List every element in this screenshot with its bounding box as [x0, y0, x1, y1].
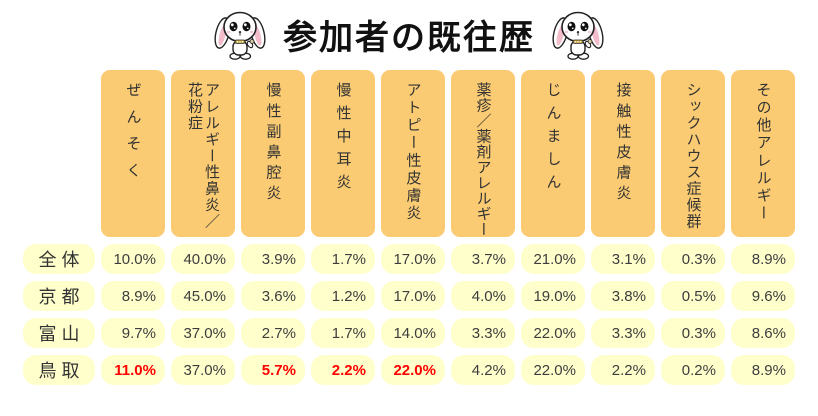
value-cell: 10.0% — [101, 244, 165, 274]
value-cell: 0.2% — [661, 355, 725, 385]
value-cell: 37.0% — [171, 318, 235, 348]
value-cell: 3.6% — [241, 281, 305, 311]
value-cell: 17.0% — [381, 244, 445, 274]
value-cell: 3.3% — [451, 318, 515, 348]
value-cell: 45.0% — [171, 281, 235, 311]
value-cell: 8.9% — [731, 355, 795, 385]
column-header: シックハウス症候群 — [661, 70, 725, 237]
value-cell: 9.6% — [731, 281, 795, 311]
column-header-label: シックハウス症候群 — [684, 82, 702, 230]
value-cell: 0.3% — [661, 318, 725, 348]
value-cell: 2.7% — [241, 318, 305, 348]
column-header: その他アレルギー — [731, 70, 795, 237]
value-cell: 8.6% — [731, 318, 795, 348]
value-cell: 2.2% — [311, 355, 375, 385]
value-cell: 21.0% — [521, 244, 585, 274]
history-table: ぜんそく アレルギー性鼻炎／ 花粉症 慢性副鼻腔炎 慢性中耳炎 アトピー性皮膚炎… — [23, 70, 795, 385]
column-header-label: じんましん — [544, 82, 562, 197]
title-bar: 参加者の既往歴 — [0, 6, 818, 62]
value-cell: 0.3% — [661, 244, 725, 274]
value-cell: 3.7% — [451, 244, 515, 274]
table-corner-spacer — [23, 70, 95, 237]
value-cell: 0.5% — [661, 281, 725, 311]
value-cell: 40.0% — [171, 244, 235, 274]
value-cell: 22.0% — [521, 355, 585, 385]
column-header-label: アトピー性皮膚炎 — [404, 82, 422, 223]
rabbit-mascot-icon — [547, 7, 609, 61]
value-cell: 22.0% — [521, 318, 585, 348]
row-label: 全 体 — [23, 244, 95, 274]
column-header-label: ぜんそく — [124, 82, 142, 189]
column-header-label: その他アレルギー — [754, 82, 772, 223]
column-header-label: アレルギー性鼻炎／ 花粉症 — [186, 82, 220, 230]
value-cell: 14.0% — [381, 318, 445, 348]
row-label: 富 山 — [23, 318, 95, 348]
value-cell: 3.3% — [591, 318, 655, 348]
value-cell: 1.2% — [311, 281, 375, 311]
column-header: アトピー性皮膚炎 — [381, 70, 445, 237]
value-cell: 5.7% — [241, 355, 305, 385]
value-cell: 22.0% — [381, 355, 445, 385]
column-header-label: 接触性皮膚炎 — [614, 82, 632, 206]
value-cell: 3.1% — [591, 244, 655, 274]
value-cell: 3.8% — [591, 281, 655, 311]
column-header: 慢性副鼻腔炎 — [241, 70, 305, 237]
value-cell: 3.9% — [241, 244, 305, 274]
page-title: 参加者の既往歴 — [283, 18, 535, 57]
column-header: じんましん — [521, 70, 585, 237]
value-cell: 2.2% — [591, 355, 655, 385]
column-header: ぜんそく — [101, 70, 165, 237]
column-header-label: 薬疹／薬剤アレルギー — [474, 82, 492, 237]
column-header: アレルギー性鼻炎／ 花粉症 — [171, 70, 235, 237]
value-cell: 1.7% — [311, 244, 375, 274]
row-label: 鳥 取 — [23, 355, 95, 385]
value-cell: 17.0% — [381, 281, 445, 311]
column-header: 薬疹／薬剤アレルギー — [451, 70, 515, 237]
value-cell: 1.7% — [311, 318, 375, 348]
rabbit-mascot-icon — [209, 7, 271, 61]
value-cell: 4.0% — [451, 281, 515, 311]
value-cell: 8.9% — [101, 281, 165, 311]
value-cell: 8.9% — [731, 244, 795, 274]
value-cell: 11.0% — [101, 355, 165, 385]
value-cell: 4.2% — [451, 355, 515, 385]
value-cell: 19.0% — [521, 281, 585, 311]
column-header: 接触性皮膚炎 — [591, 70, 655, 237]
column-header-label: 慢性副鼻腔炎 — [264, 82, 282, 206]
value-cell: 37.0% — [171, 355, 235, 385]
row-label: 京 都 — [23, 281, 95, 311]
column-header-label: 慢性中耳炎 — [334, 82, 352, 197]
column-header: 慢性中耳炎 — [311, 70, 375, 237]
value-cell: 9.7% — [101, 318, 165, 348]
